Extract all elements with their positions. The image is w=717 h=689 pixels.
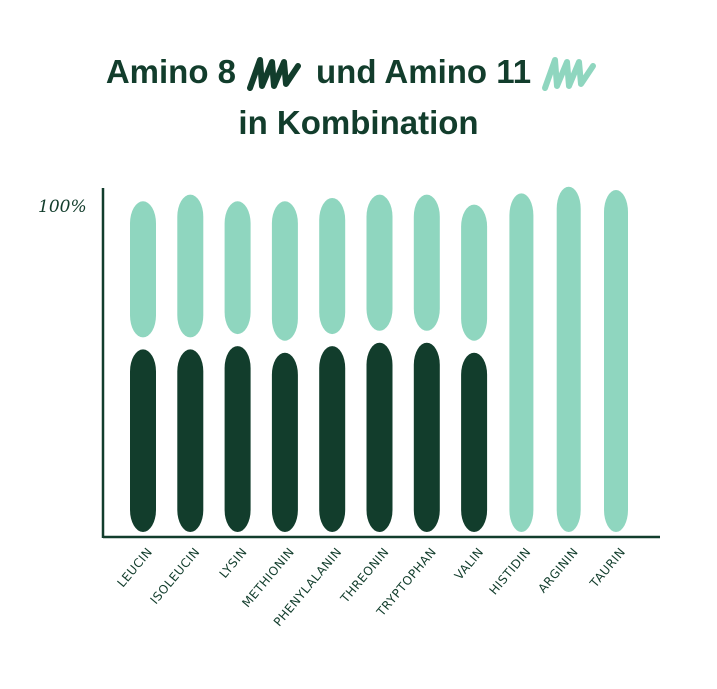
- bar-amino8-phenylalanin: [319, 346, 346, 532]
- bar-amino11-valin: [461, 204, 488, 341]
- bar-amino11-lysin: [224, 201, 251, 335]
- title-amino11: und Amino 11: [316, 53, 532, 90]
- bar-amino11-leucin: [130, 201, 156, 338]
- bar-amino11-phenylalanin: [319, 197, 346, 335]
- bar-amino8-valin: [461, 352, 488, 532]
- x-tick-label-taurin: TAURIN: [587, 545, 629, 591]
- bar-amino11-arginin: [556, 186, 581, 532]
- bar-amino11-taurin: [604, 190, 628, 533]
- y-tick-label-100: 100%: [38, 197, 87, 217]
- x-tick-label-histidin: HISTIDIN: [486, 545, 533, 598]
- bar-amino11-methionin: [271, 201, 298, 341]
- bar-amino8-isoleucin: [177, 349, 204, 532]
- chart-title-line-2: in Kombination: [238, 104, 479, 141]
- bar-amino11-threonin: [366, 194, 393, 331]
- x-tick-label-lysin: LYSIN: [217, 545, 250, 581]
- amino8-legend-swatch: [247, 57, 302, 92]
- bar-amino8-methionin: [271, 352, 298, 532]
- bar-amino11-tryptophan: [413, 194, 440, 331]
- bar-amino8-lysin: [224, 346, 251, 532]
- bar-amino11-histidin: [509, 193, 534, 533]
- bar-amino11-isoleucin: [177, 194, 204, 338]
- title-amino8: Amino 8: [105, 53, 237, 90]
- x-tick-label-arginin: ARGININ: [535, 545, 581, 596]
- x-tick-label-leucin: LEUCIN: [114, 545, 155, 590]
- chart-title-line-1: Amino 8 und Amino 11: [0, 52, 717, 92]
- bar-amino8-leucin: [130, 349, 156, 532]
- bar-amino8-threonin: [366, 342, 393, 532]
- x-tick-label-isoleucin: ISOLEUCIN: [147, 545, 202, 607]
- bar-amino8-tryptophan: [413, 342, 440, 532]
- amino11-legend-swatch: [542, 57, 597, 92]
- x-tick-label-valin: VALIN: [452, 545, 487, 583]
